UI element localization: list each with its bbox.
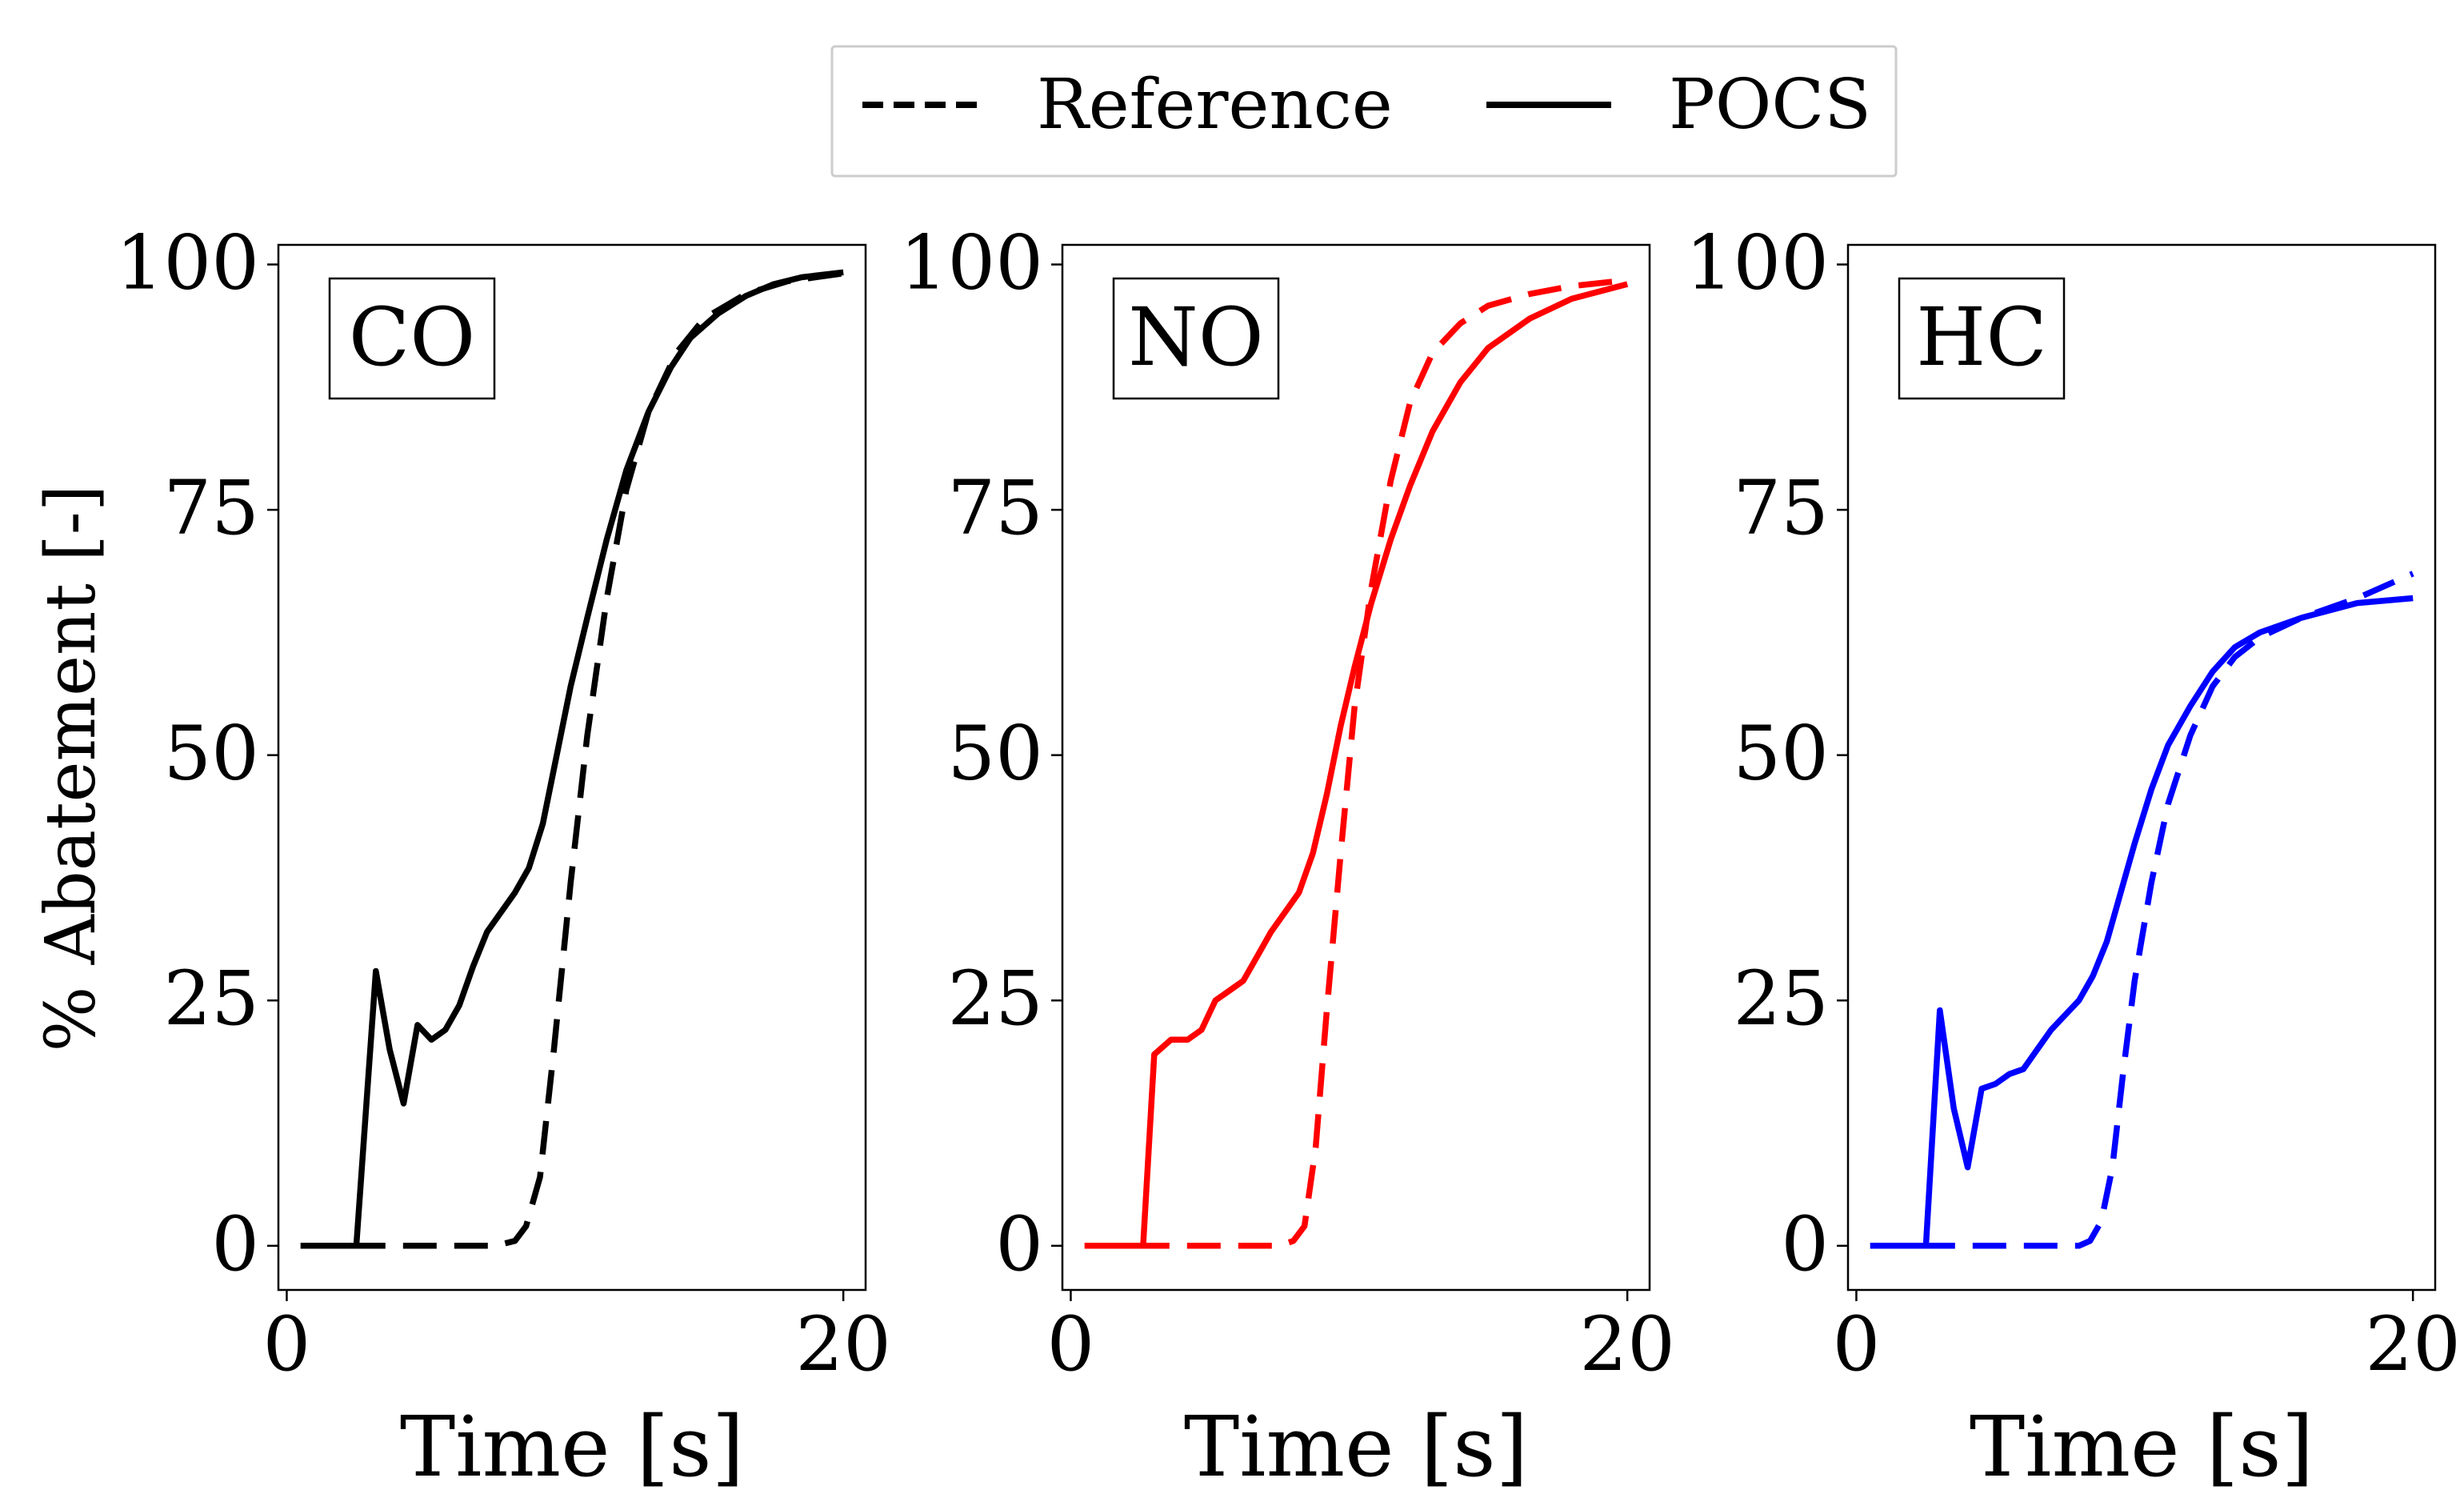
x-axis-label: Time [s] — [1184, 1398, 1528, 1496]
series-reference-line — [300, 270, 844, 1249]
y-axis-label: % Abatement [-] — [31, 485, 111, 1052]
y-tick-label: 75 — [163, 465, 259, 552]
panel-label: HC — [1916, 290, 2047, 384]
legend-pocs-label: POCS — [1669, 65, 1871, 145]
panel-label: CO — [349, 290, 476, 384]
y-tick-label: 0 — [1781, 1201, 1829, 1288]
y-tick-label: 100 — [1686, 220, 1829, 307]
axes-frame — [1061, 243, 1651, 1292]
series-reference-line — [1870, 571, 2414, 1249]
panel-co: 0 25 50 75 100 0 20 Time [s] CO — [116, 220, 891, 1496]
legend: Reference POCS — [830, 45, 1898, 178]
series-pocs-line — [1084, 281, 1629, 1249]
y-tick-label: 75 — [947, 465, 1043, 552]
y-tick-label: 25 — [163, 955, 259, 1043]
legend-reference-label: Reference — [1037, 65, 1393, 145]
x-tick-label: 20 — [1579, 1301, 1675, 1388]
y-tick-label: 25 — [1733, 955, 1829, 1043]
series-reference-line — [1084, 277, 1628, 1249]
y-tick-label: 75 — [1733, 465, 1829, 552]
series-pocs-line — [300, 269, 844, 1249]
y-tick-label: 50 — [163, 711, 259, 798]
x-axis-label: Time [s] — [400, 1398, 744, 1496]
y-tick-label: 50 — [947, 711, 1043, 798]
panel-label-box — [1112, 277, 1280, 400]
panel-no: 0 25 50 75 100 0 20 Time [s] NO — [900, 220, 1675, 1496]
x-tick-label: 20 — [2365, 1301, 2461, 1388]
axes-frame — [1846, 243, 2437, 1292]
panel-hc: 0 25 50 75 100 0 20 Time [s] HC — [1686, 220, 2461, 1496]
y-tick-label: 25 — [947, 955, 1043, 1043]
y-tick-label: 50 — [1733, 711, 1829, 798]
axes-frame — [277, 243, 867, 1292]
x-tick-label: 0 — [1833, 1301, 1881, 1388]
y-tick-label: 100 — [116, 220, 259, 307]
x-axis-label: Time [s] — [1970, 1398, 2314, 1496]
series-pocs-line — [1870, 595, 2414, 1249]
panel-label-box — [328, 277, 496, 400]
panel-label-box — [1898, 277, 2066, 400]
legend-frame — [830, 45, 1898, 178]
y-tick-label: 0 — [211, 1201, 259, 1288]
x-tick-label: 0 — [1047, 1301, 1095, 1388]
panel-label: NO — [1128, 290, 1263, 384]
y-tick-label: 0 — [995, 1201, 1043, 1288]
x-tick-label: 20 — [795, 1301, 891, 1388]
x-tick-label: 0 — [263, 1301, 311, 1388]
y-tick-label: 100 — [900, 220, 1043, 307]
